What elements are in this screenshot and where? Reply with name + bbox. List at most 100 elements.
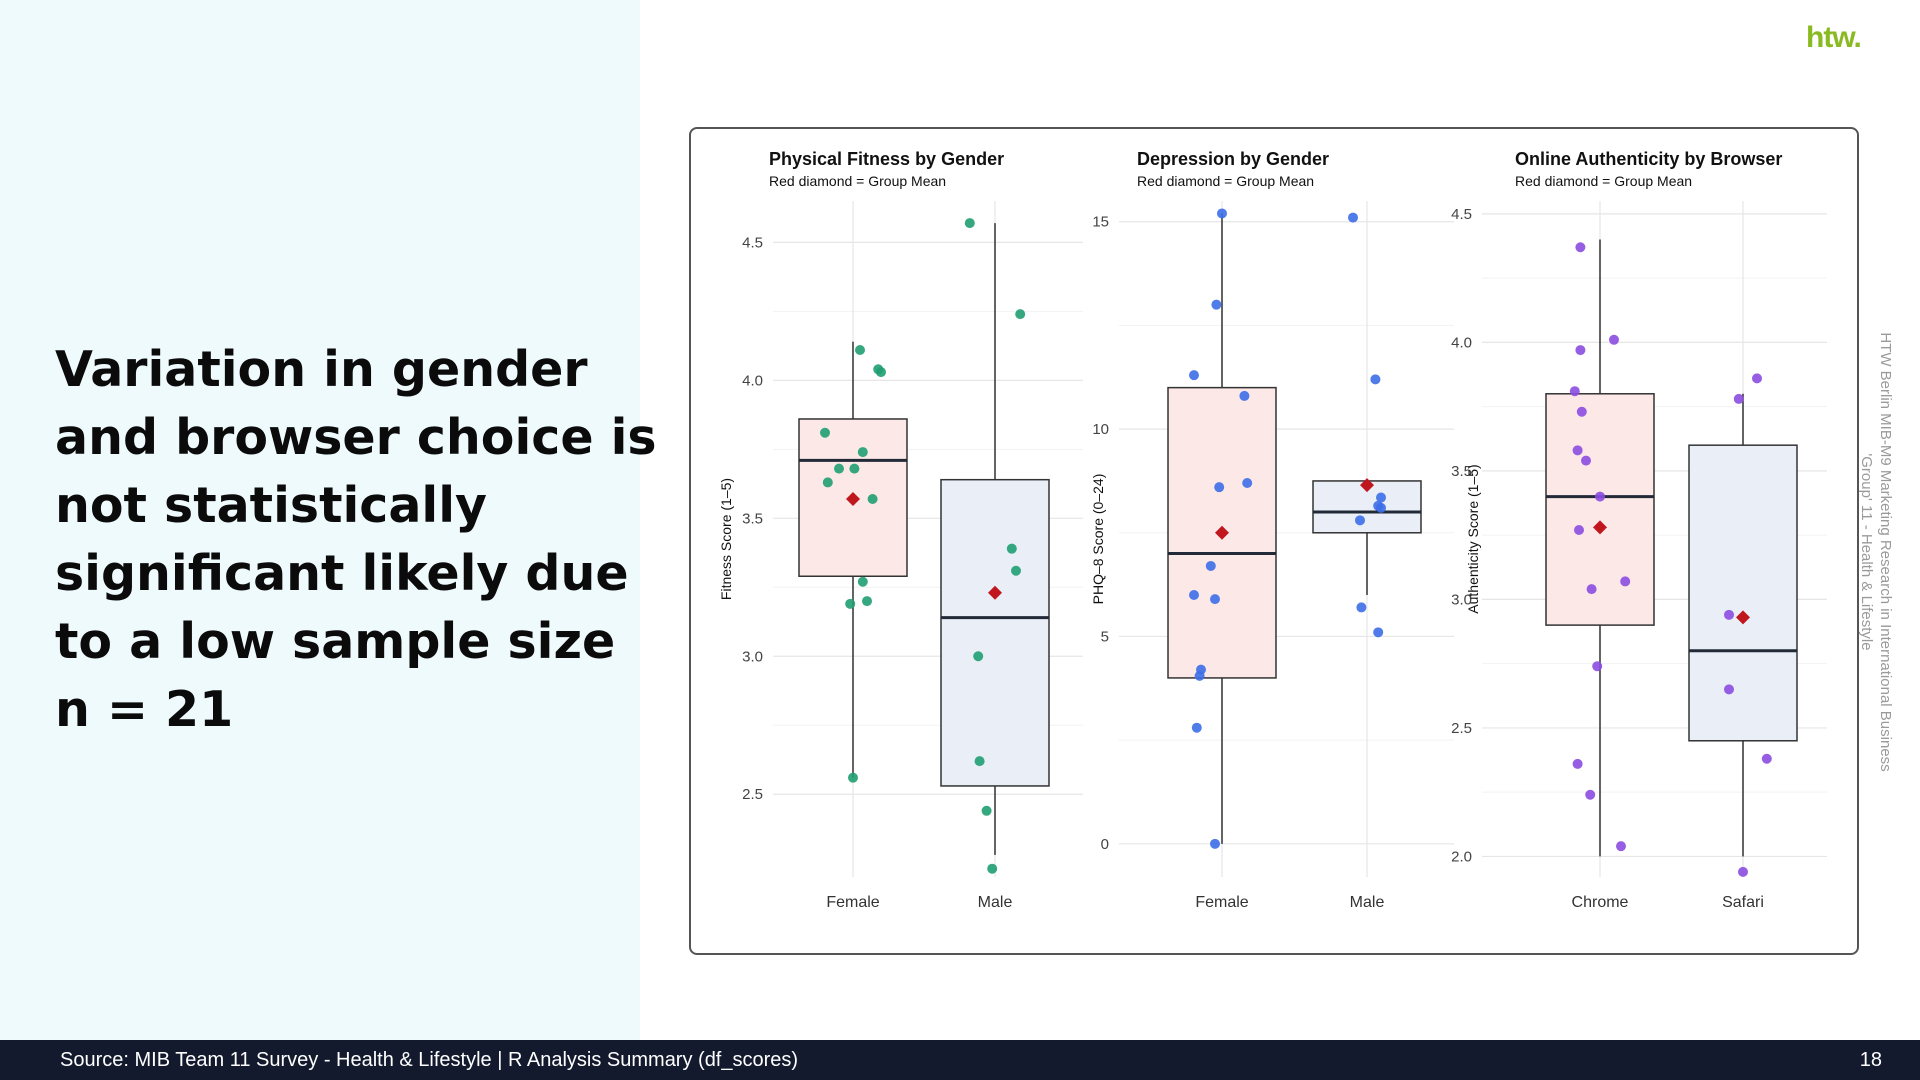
data-point xyxy=(1011,565,1021,576)
data-point xyxy=(1356,602,1367,613)
y-tick-label: 15 xyxy=(1092,214,1109,231)
data-point xyxy=(1574,525,1584,536)
data-point xyxy=(857,576,868,587)
headline-line: n = 21 xyxy=(55,681,234,738)
headline-line: Variation in gender xyxy=(55,341,588,398)
y-tick-label: 3.5 xyxy=(1451,463,1472,480)
y-axis-label: Fitness Score (1–5) xyxy=(718,478,734,600)
mean-diamond xyxy=(1736,610,1750,625)
box-iqr xyxy=(1688,444,1798,742)
data-point xyxy=(1572,758,1583,769)
y-tick-label: 4.5 xyxy=(1451,206,1472,223)
data-point xyxy=(987,863,998,874)
data-point xyxy=(1585,789,1596,800)
data-point xyxy=(1214,482,1225,493)
x-tick-label: Safari xyxy=(1722,894,1764,911)
data-point xyxy=(1595,491,1605,502)
data-point xyxy=(1609,334,1619,345)
data-point xyxy=(1194,670,1205,681)
y-tick-label: 2.5 xyxy=(1451,720,1472,737)
data-point xyxy=(1355,515,1365,526)
headline-line: not statistically xyxy=(55,477,487,534)
y-tick-label: 2.0 xyxy=(1451,848,1472,865)
data-point xyxy=(862,596,872,607)
data-point xyxy=(876,367,886,378)
data-point xyxy=(855,344,865,355)
box-iqr xyxy=(1545,393,1655,626)
y-tick-label: 4.0 xyxy=(1451,334,1472,351)
data-point xyxy=(820,427,830,438)
data-point xyxy=(981,805,992,816)
chart-subtitle: Red diamond = Group Mean xyxy=(1137,173,1314,189)
x-tick-label: Female xyxy=(1195,894,1248,911)
data-point xyxy=(1761,753,1772,764)
y-axis-label: PHQ–8 Score (0–24) xyxy=(1090,474,1106,605)
headline: Variation in gender and browser choice i… xyxy=(55,336,657,744)
mean-diamond xyxy=(1360,478,1374,493)
chart-title: Depression by Gender xyxy=(1137,149,1329,169)
box-iqr xyxy=(940,478,1050,787)
data-point xyxy=(1210,594,1220,605)
data-point xyxy=(1724,609,1734,620)
data-point xyxy=(822,477,833,488)
data-point xyxy=(973,651,984,662)
data-point xyxy=(1738,866,1748,877)
data-point xyxy=(1575,345,1586,356)
data-point xyxy=(974,756,985,767)
x-tick-label: Female xyxy=(826,894,879,911)
data-point xyxy=(1205,560,1216,571)
htw-logo: htw. xyxy=(1806,21,1862,54)
footer-source: Source: MIB Team 11 Survey - Health & Li… xyxy=(60,1049,799,1071)
data-point xyxy=(1592,661,1603,672)
y-tick-label: 0 xyxy=(1101,836,1109,853)
data-point xyxy=(964,218,975,229)
y-tick-label: 4.0 xyxy=(742,372,763,389)
data-point xyxy=(1575,242,1586,253)
boxplot-figure-svg: 2.5 3.0 3.5 4.0 4.5 Female Male Fitness Score (… xyxy=(718,149,1827,911)
data-point xyxy=(1217,208,1227,219)
x-tick-label: Male xyxy=(1350,894,1385,911)
y-axis-label: Authenticity Score (1–5) xyxy=(1465,464,1481,613)
data-point xyxy=(1376,502,1386,513)
data-point xyxy=(1015,309,1026,320)
x-tick-label: Chrome xyxy=(1572,894,1629,911)
y-tick-label: 10 xyxy=(1092,421,1109,438)
chart-subtitle: Red diamond = Group Mean xyxy=(769,173,946,189)
data-point xyxy=(1752,373,1762,384)
data-point xyxy=(857,447,868,458)
data-point xyxy=(1724,684,1734,695)
data-point xyxy=(1189,370,1199,381)
side-note-line: HTW Berlin MIB-M9 Marketing Research in … xyxy=(1877,332,1894,772)
y-tick-label: 2.5 xyxy=(742,786,763,803)
mean-diamond xyxy=(1215,525,1229,540)
data-point xyxy=(1616,841,1626,852)
y-tick-label: 3.0 xyxy=(742,648,763,665)
left-panel: Variation in gender and browser choice i… xyxy=(0,0,657,1040)
data-point xyxy=(1586,584,1597,595)
data-point xyxy=(1210,838,1220,849)
headline-line: to a low sample size xyxy=(55,613,616,670)
data-point xyxy=(1620,576,1631,587)
data-point xyxy=(1348,212,1358,223)
data-point xyxy=(1373,627,1384,638)
mean-diamond xyxy=(846,491,860,506)
data-point xyxy=(845,598,856,609)
data-point xyxy=(1581,455,1591,466)
x-tick-label: Male xyxy=(978,894,1013,911)
data-point xyxy=(1572,445,1583,456)
chart-figure: 2.5 3.0 3.5 4.0 4.5 Female Male Fitness Score (… xyxy=(689,127,1859,955)
data-point xyxy=(834,463,844,474)
chart-subtitle: Red diamond = Group Mean xyxy=(1515,173,1692,189)
mean-diamond xyxy=(988,585,1002,600)
data-point xyxy=(1191,722,1202,733)
data-point xyxy=(1006,543,1017,554)
data-point xyxy=(1370,374,1381,385)
data-point xyxy=(1239,390,1250,401)
htw-logo-text: htw. xyxy=(1806,21,1861,54)
data-point xyxy=(1569,386,1580,397)
headline-line: and browser choice is xyxy=(55,409,657,466)
y-tick-label: 3.0 xyxy=(1451,591,1472,608)
data-point xyxy=(1211,299,1222,310)
vertical-side-note: HTW Berlin MIB-M9 Marketing Research in … xyxy=(1857,292,1895,812)
y-tick-label: 4.5 xyxy=(742,234,763,251)
